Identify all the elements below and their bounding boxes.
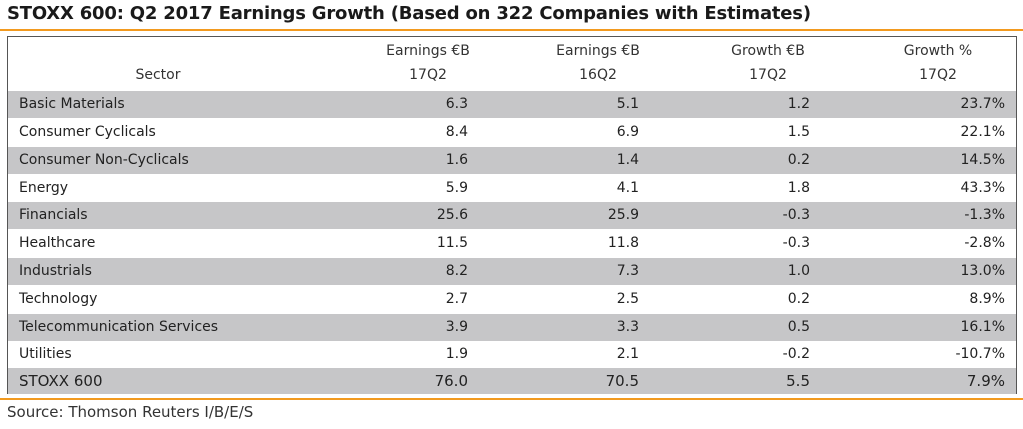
header-earnings-16q2-line2: 16Q2 [579, 67, 617, 83]
cell-sector: Consumer Cyclicals [19, 124, 156, 140]
cell-sector: STOXX 600 [19, 372, 103, 390]
earnings-table: Sector Earnings €B 17Q2 Earnings €B 16Q2… [7, 36, 1017, 394]
cell-sector: Basic Materials [19, 96, 125, 112]
cell-earnings-16q2: 6.9 [616, 124, 639, 140]
cell-earnings-16q2: 2.1 [616, 346, 639, 362]
cell-sector: Utilities [19, 346, 72, 362]
cell-sector: Technology [19, 291, 98, 307]
table-row: Consumer Non-Cyclicals 1.6 1.4 0.2 14.5% [8, 147, 1016, 174]
cell-growth-eur: 5.5 [786, 372, 810, 390]
cell-growth-eur: -0.3 [782, 207, 810, 223]
cell-growth-pct: -1.3% [964, 207, 1005, 223]
cell-growth-pct: 22.1% [960, 124, 1005, 140]
cell-growth-pct: 14.5% [960, 152, 1005, 168]
cell-growth-eur: 1.5 [787, 124, 810, 140]
bottom-accent-rule [0, 398, 1023, 400]
cell-sector: Telecommunication Services [19, 319, 219, 335]
cell-earnings-16q2: 2.5 [616, 291, 639, 307]
cell-sector: Financials [19, 207, 88, 223]
cell-earnings-16q2: 5.1 [616, 96, 639, 112]
cell-growth-pct: -2.8% [964, 235, 1005, 251]
cell-growth-eur: 1.8 [787, 180, 810, 196]
cell-earnings-16q2: 1.4 [616, 152, 639, 168]
cell-sector: Healthcare [19, 235, 96, 251]
cell-earnings-17q2: 8.4 [445, 124, 468, 140]
cell-earnings-17q2: 3.9 [445, 319, 468, 335]
table-row: Consumer Cyclicals 8.4 6.9 1.5 22.1% [8, 119, 1016, 146]
cell-growth-eur: 0.2 [787, 291, 810, 307]
cell-growth-pct: -10.7% [955, 346, 1005, 362]
cell-earnings-17q2: 8.2 [445, 263, 468, 279]
table-row: Basic Materials 6.3 5.1 1.2 23.7% [8, 91, 1016, 118]
cell-earnings-17q2: 2.7 [445, 291, 468, 307]
header-earnings-17q2-line2: 17Q2 [409, 67, 447, 83]
cell-earnings-16q2: 25.9 [607, 207, 639, 223]
table-row: Energy 5.9 4.1 1.8 43.3% [8, 175, 1016, 202]
cell-sector: Energy [19, 180, 69, 196]
table-row: Technology 2.7 2.5 0.2 8.9% [8, 286, 1016, 313]
cell-sector: Consumer Non-Cyclicals [19, 152, 189, 168]
cell-earnings-17q2: 76.0 [434, 372, 468, 390]
table-header-row: Sector Earnings €B 17Q2 Earnings €B 16Q2… [8, 37, 1016, 91]
cell-earnings-17q2: 5.9 [445, 180, 468, 196]
cell-earnings-16q2: 11.8 [607, 235, 639, 251]
header-earnings-16q2-line1: Earnings €B [556, 43, 640, 59]
table-title: STOXX 600: Q2 2017 Earnings Growth (Base… [7, 3, 811, 24]
table-row: Utilities 1.9 2.1 -0.2 -10.7% [8, 341, 1016, 368]
cell-earnings-16q2: 70.5 [605, 372, 639, 390]
cell-earnings-17q2: 25.6 [436, 207, 468, 223]
cell-growth-eur: 1.2 [787, 96, 810, 112]
cell-earnings-17q2: 1.6 [445, 152, 468, 168]
cell-growth-pct: 43.3% [960, 180, 1005, 196]
cell-growth-eur: -0.3 [782, 235, 810, 251]
header-earnings-17q2-line1: Earnings €B [386, 43, 470, 59]
cell-sector: Industrials [19, 263, 92, 279]
header-growth-eur-line2: 17Q2 [749, 67, 787, 83]
header-growth-eur-line1: Growth €B [731, 43, 805, 59]
cell-growth-pct: 7.9% [966, 372, 1005, 390]
cell-growth-pct: 8.9% [969, 291, 1005, 307]
cell-earnings-17q2: 1.9 [445, 346, 468, 362]
cell-growth-eur: 0.5 [787, 319, 810, 335]
cell-growth-pct: 23.7% [960, 96, 1005, 112]
cell-growth-eur: 0.2 [787, 152, 810, 168]
cell-earnings-17q2: 11.5 [436, 235, 468, 251]
table-row: Healthcare 11.5 11.8 -0.3 -2.8% [8, 230, 1016, 257]
top-accent-rule [0, 29, 1023, 31]
cell-growth-pct: 16.1% [960, 319, 1005, 335]
total-row: STOXX 600 76.0 70.5 5.5 7.9% [8, 368, 1016, 394]
header-growth-pct-line1: Growth % [903, 43, 973, 59]
cell-earnings-17q2: 6.3 [445, 96, 468, 112]
cell-earnings-16q2: 3.3 [616, 319, 639, 335]
table-row: Telecommunication Services 3.9 3.3 0.5 1… [8, 314, 1016, 341]
cell-growth-pct: 13.0% [960, 263, 1005, 279]
header-sector: Sector [8, 37, 348, 91]
cell-growth-eur: 1.0 [787, 263, 810, 279]
header-earnings-17q2: Earnings €B 17Q2 [343, 37, 513, 91]
header-sector-line2: Sector [135, 67, 181, 83]
cell-earnings-16q2: 7.3 [616, 263, 639, 279]
cell-earnings-16q2: 4.1 [616, 180, 639, 196]
header-earnings-16q2: Earnings €B 16Q2 [513, 37, 683, 91]
source-note: Source: Thomson Reuters I/B/E/S [7, 403, 254, 421]
header-growth-pct-line2: 17Q2 [919, 67, 957, 83]
table-row: Industrials 8.2 7.3 1.0 13.0% [8, 258, 1016, 285]
table-row: Financials 25.6 25.9 -0.3 -1.3% [8, 202, 1016, 229]
cell-growth-eur: -0.2 [782, 346, 810, 362]
header-growth-eur: Growth €B 17Q2 [683, 37, 853, 91]
header-growth-pct: Growth % 17Q2 [853, 37, 1023, 91]
